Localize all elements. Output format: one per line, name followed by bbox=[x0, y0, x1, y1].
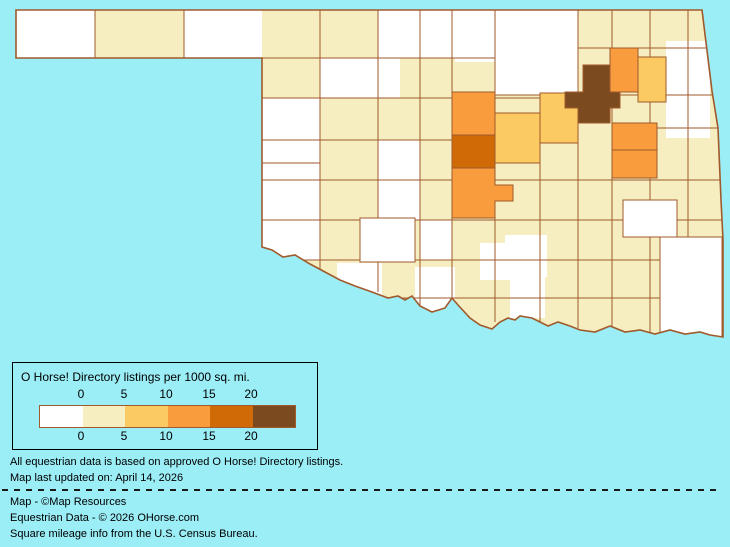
county bbox=[320, 58, 400, 98]
county-latimer bbox=[622, 199, 678, 238]
tick-label: 15 bbox=[202, 429, 216, 443]
county bbox=[16, 10, 95, 58]
credit-square-mileage: Square mileage info from the U.S. Census… bbox=[10, 528, 258, 540]
county-mccurtain bbox=[659, 236, 723, 337]
tick-label: 5 bbox=[120, 387, 128, 401]
legend-title: O Horse! Directory listings per 1000 sq.… bbox=[21, 370, 250, 384]
county-cleveland bbox=[451, 167, 514, 219]
county bbox=[420, 220, 452, 260]
legend-colorbar bbox=[39, 405, 296, 428]
credit-equestrian-data: Equestrian Data - © 2026 OHorse.com bbox=[10, 512, 200, 524]
county bbox=[415, 267, 455, 312]
county bbox=[455, 10, 495, 62]
note-approved-data: All equestrian data is based on approved… bbox=[10, 456, 344, 468]
county-comanche bbox=[359, 217, 416, 263]
colorbar-segment bbox=[167, 406, 210, 427]
county-wagoner-muskogee bbox=[611, 122, 658, 179]
county-tulsa bbox=[564, 64, 621, 124]
county-mayes bbox=[637, 56, 667, 103]
colorbar-segment bbox=[82, 406, 125, 427]
county-rogers bbox=[609, 47, 639, 93]
dashed-separator bbox=[2, 489, 722, 491]
county bbox=[262, 98, 320, 260]
tick-label: 20 bbox=[244, 387, 258, 401]
tick-label: 10 bbox=[159, 429, 173, 443]
tick-label: 5 bbox=[120, 429, 128, 443]
county-osage bbox=[494, 10, 579, 96]
county-lincoln bbox=[494, 112, 541, 164]
county bbox=[337, 263, 382, 297]
colorbar-segment bbox=[125, 406, 168, 427]
county bbox=[378, 10, 455, 58]
oklahoma-county-map bbox=[15, 9, 724, 338]
tick-label: 20 bbox=[244, 429, 258, 443]
tick-label: 0 bbox=[77, 429, 85, 443]
county bbox=[510, 268, 545, 318]
county-oklahoma bbox=[451, 134, 496, 169]
colorbar-segment bbox=[40, 406, 83, 427]
tick-label: 0 bbox=[77, 387, 85, 401]
tick-label: 10 bbox=[159, 387, 173, 401]
note-last-updated: Map last updated on: April 14, 2026 bbox=[10, 472, 184, 484]
county-logan bbox=[451, 91, 496, 136]
colorbar-segment bbox=[252, 406, 295, 427]
credit-map-source: Map - ©Map Resources bbox=[10, 496, 127, 508]
state-outline bbox=[15, 9, 724, 338]
colorbar-segment bbox=[210, 406, 253, 427]
legend: O Horse! Directory listings per 1000 sq.… bbox=[12, 362, 318, 450]
tick-label: 15 bbox=[202, 387, 216, 401]
county bbox=[184, 10, 262, 58]
